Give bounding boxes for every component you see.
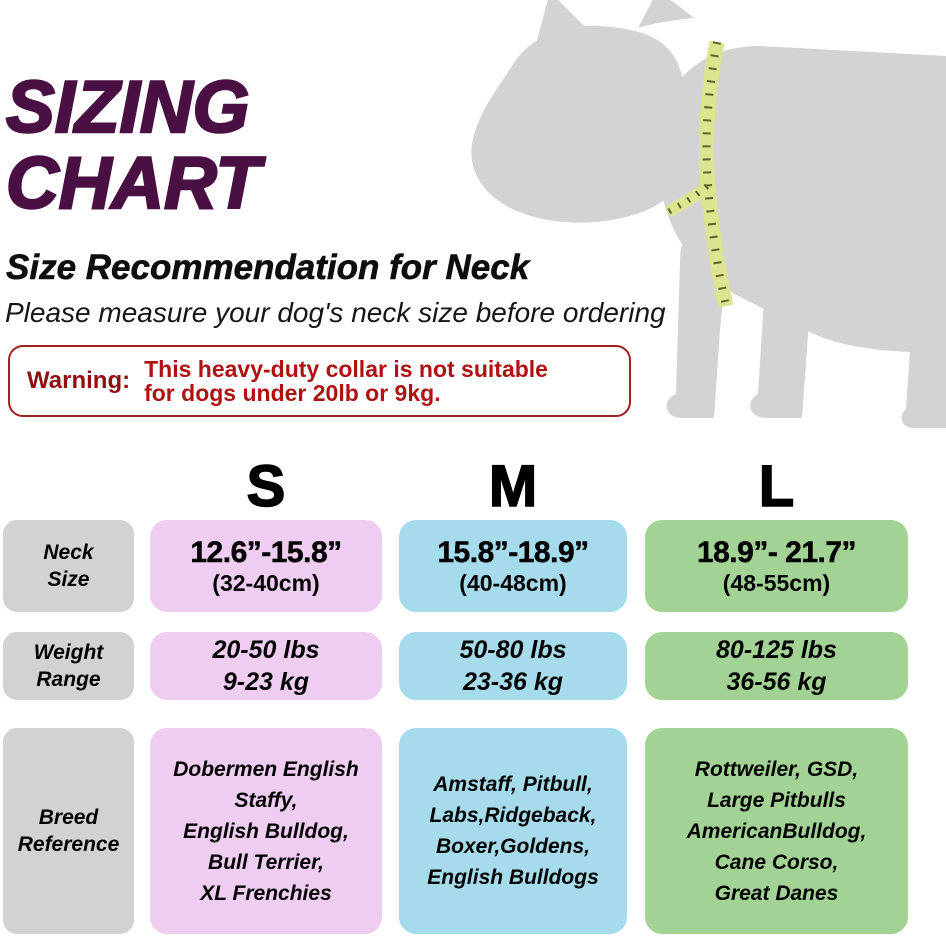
cell-weight-range-l: 80-125 lbs 36-56 kg [645, 632, 908, 700]
dog-ear-left [536, 0, 586, 44]
column-header-s: S [246, 453, 286, 520]
dog-with-measuring-tape-graphic [471, 0, 946, 428]
page-title: SIZING CHART [5, 67, 262, 224]
weight-range-value: 50-80 lbs 23-36 kg [459, 636, 567, 696]
warning-message: This heavy-duty collar is not suitable f… [144, 356, 548, 406]
neck-range-cm: (32-40cm) [212, 570, 320, 596]
breed-list: Rottweiler, GSD, Large Pitbulls American… [686, 757, 867, 905]
weight-range-value: 80-125 lbs 36-56 kg [716, 636, 837, 696]
breed-list: Amstaff, Pitbull, Labs,Ridgeback, Boxer,… [427, 773, 599, 889]
cell-neck-size-m: 15.8”-18.9” (40-48cm) [399, 520, 627, 612]
row-header-label: Weight Range [33, 641, 104, 691]
neck-range-inches: 15.8”-18.9” [437, 536, 589, 570]
row-header-label: Breed Reference [17, 806, 120, 856]
column-header-m: M [488, 453, 538, 520]
cell-weight-range-s: 20-50 lbs 9-23 kg [150, 632, 382, 700]
cell-neck-size-l: 18.9”- 21.7” (48-55cm) [645, 520, 908, 612]
warning-box: Warning: This heavy-duty collar is not s… [8, 345, 631, 417]
cell-breed-reference-m: Amstaff, Pitbull, Labs,Ridgeback, Boxer,… [399, 728, 627, 934]
cell-weight-range-m: 50-80 lbs 23-36 kg [399, 632, 627, 700]
warning-label: Warning: [27, 367, 131, 394]
weight-range-value: 20-50 lbs 9-23 kg [212, 636, 320, 696]
neck-range-cm: (40-48cm) [459, 570, 567, 596]
column-header-l: L [758, 453, 795, 520]
dog-illustration [460, 0, 946, 436]
measure-note: Please measure your dog's neck size befo… [5, 297, 666, 328]
neck-range-cm: (48-55cm) [722, 570, 831, 596]
measuring-tape [665, 40, 734, 308]
cell-breed-reference-l: Rottweiler, GSD, Large Pitbulls American… [645, 728, 908, 934]
dog-ear-right [638, 0, 694, 28]
row-header-breed-reference: Breed Reference [3, 728, 134, 934]
row-header-label: Neck Size [43, 541, 94, 591]
page-subtitle: Size Recommendation for Neck [6, 248, 530, 288]
breed-list: Dobermen English Staffy, English Bulldog… [173, 757, 359, 905]
cell-neck-size-s: 12.6”-15.8” (32-40cm) [150, 520, 382, 612]
row-header-neck-size: Neck Size [3, 520, 134, 612]
tape-branch-ticks [666, 183, 710, 215]
cell-breed-reference-s: Dobermen English Staffy, English Bulldog… [150, 728, 382, 934]
neck-range-inches: 18.9”- 21.7” [696, 536, 857, 570]
row-header-weight-range: Weight Range [3, 632, 134, 700]
neck-range-inches: 12.6”-15.8” [190, 536, 342, 570]
